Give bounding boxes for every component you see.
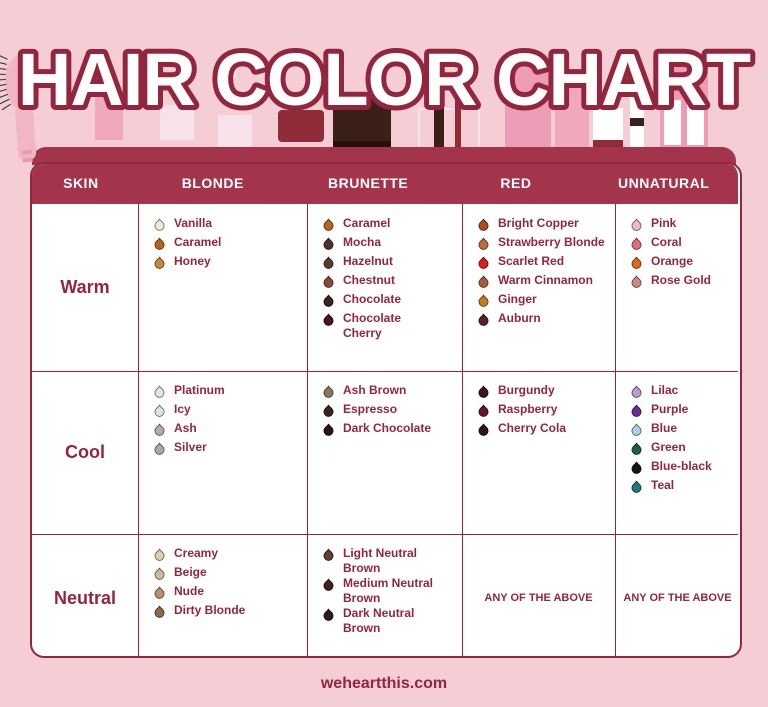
svg-text:HAIR COLOR CHART: HAIR COLOR CHART [18, 38, 751, 121]
